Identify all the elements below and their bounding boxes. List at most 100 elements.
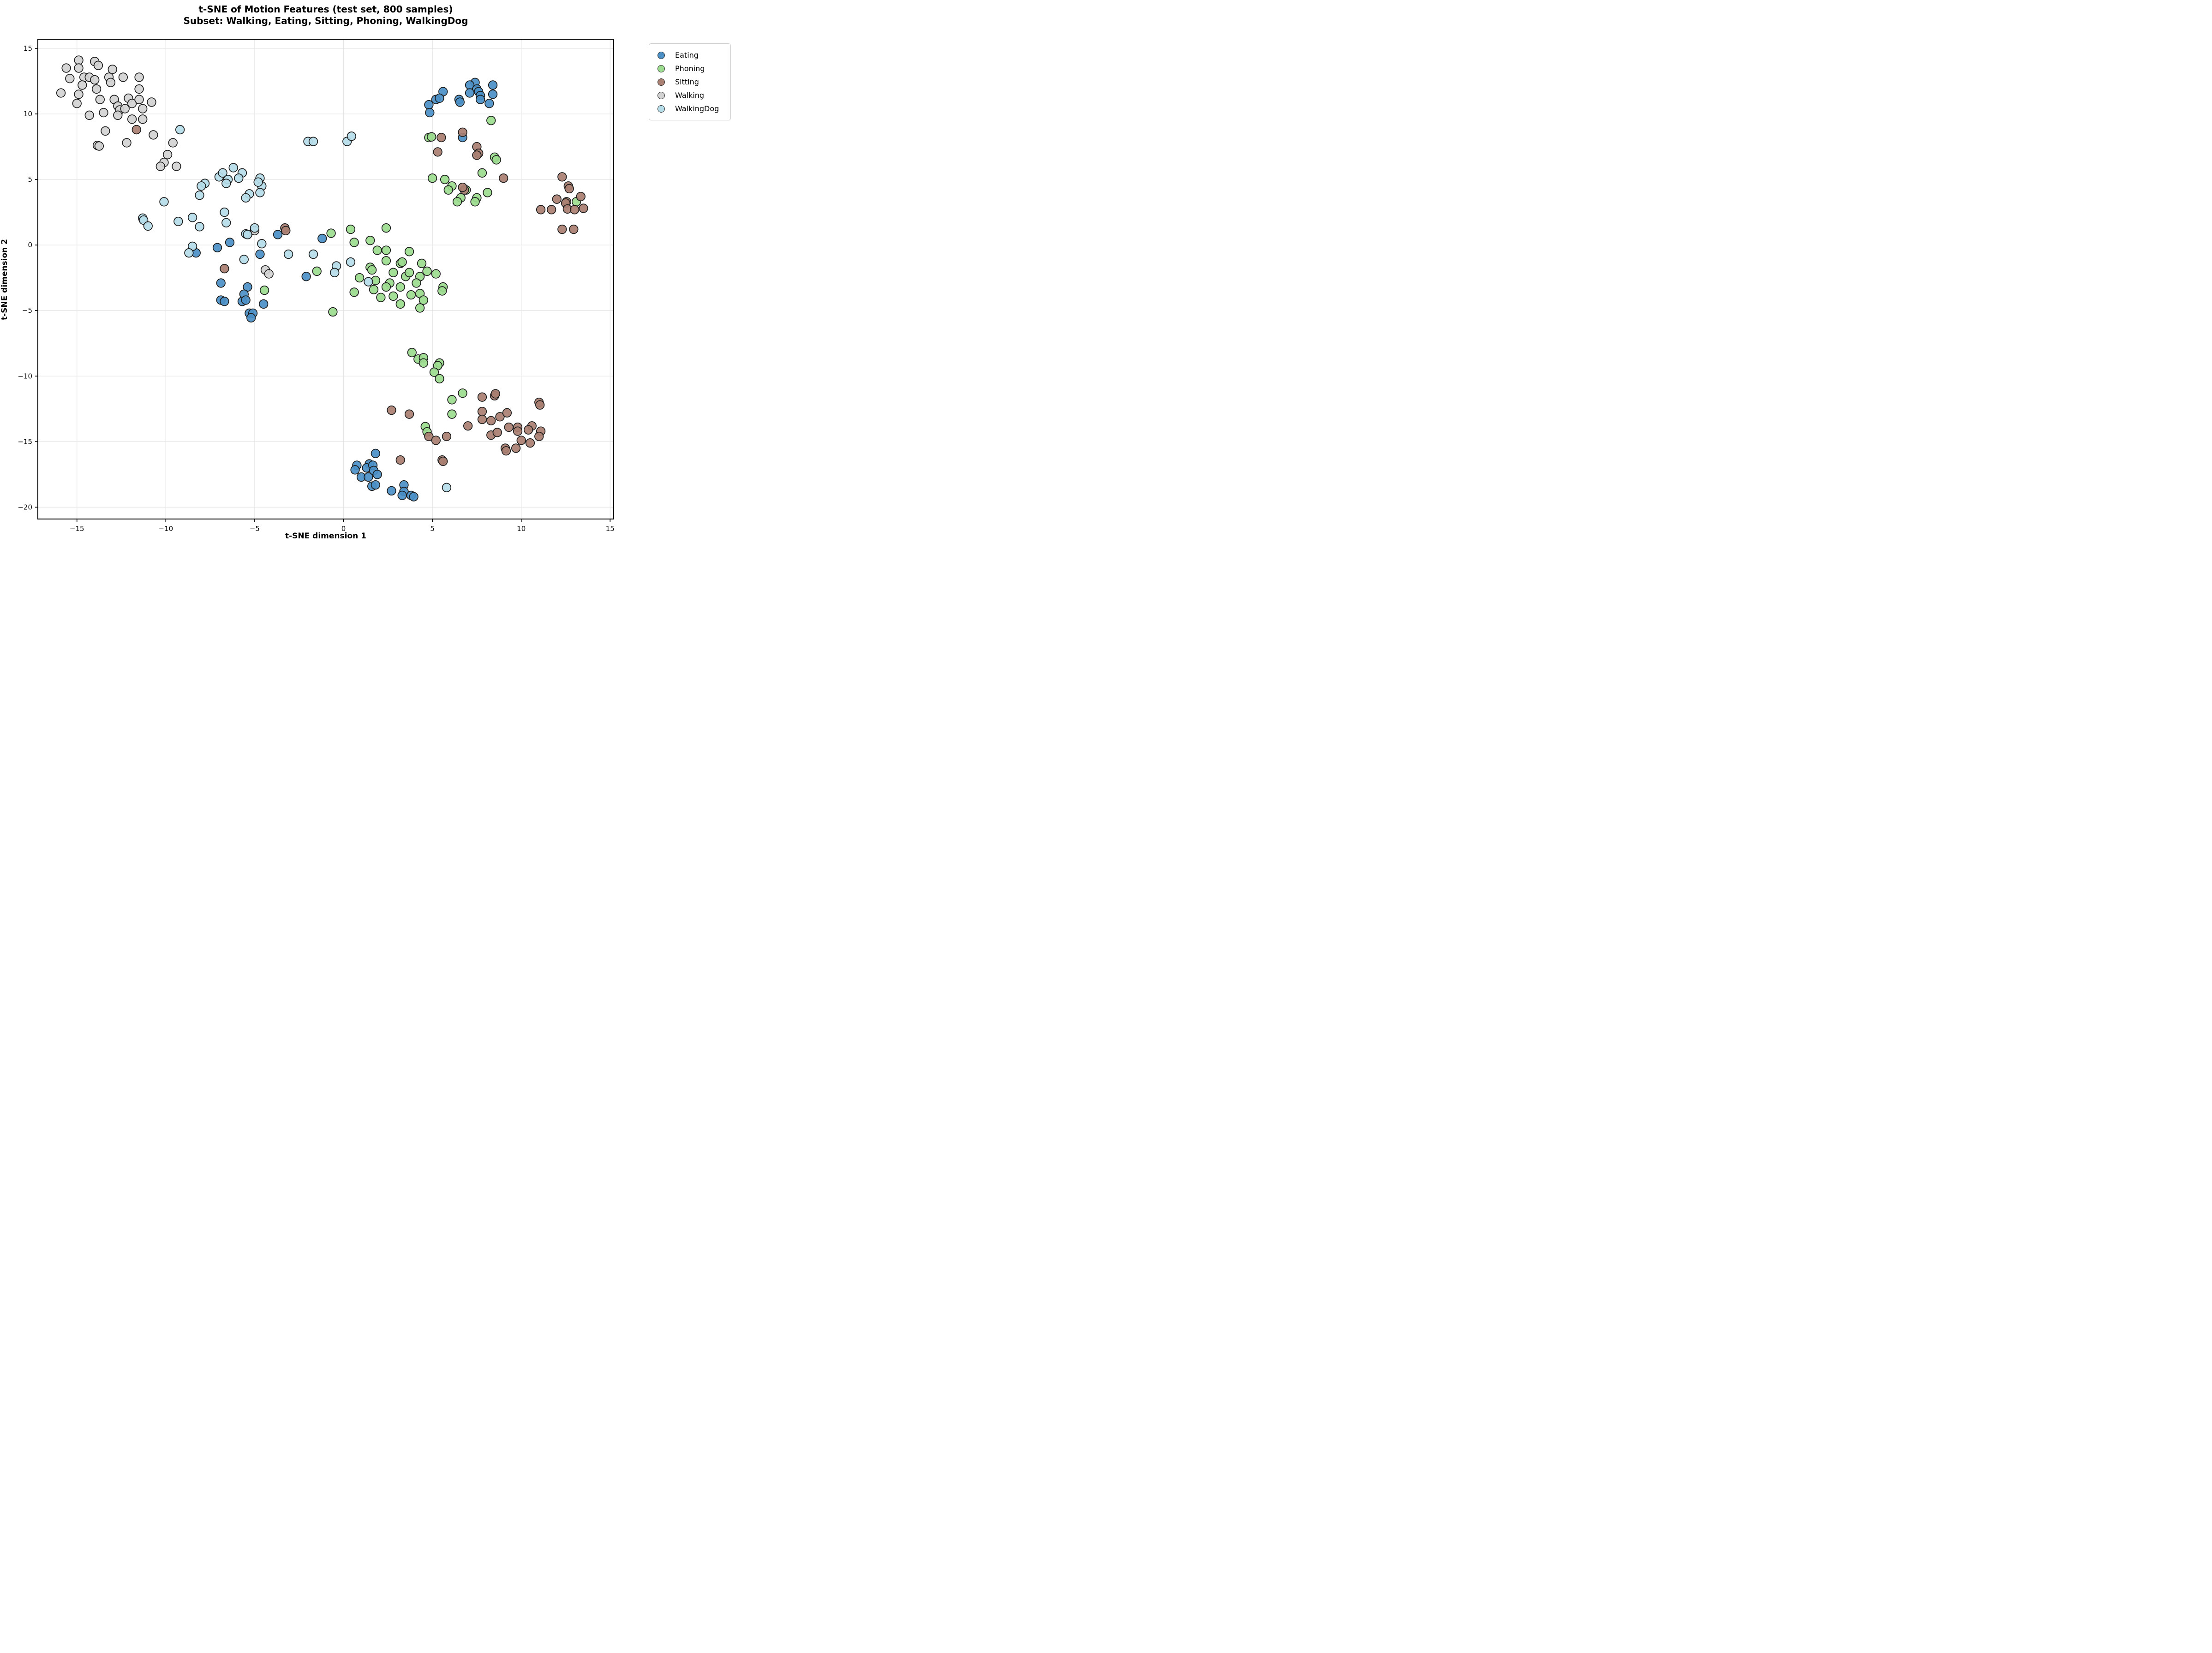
legend-item-walking: Walking (655, 89, 725, 102)
scatter-point-eating (216, 278, 226, 288)
scatter-point-sitting (458, 182, 467, 192)
scatter-point-walkingdog (221, 179, 231, 188)
scatter-point-walking (74, 90, 84, 99)
scatter-point-sitting (564, 184, 574, 194)
x-tick-label: 10 (517, 525, 526, 533)
scatter-point-phoning (395, 282, 405, 292)
scatter-point-phoning (483, 188, 492, 197)
scatter-point-walking (91, 84, 102, 94)
scatter-point-sitting (495, 412, 505, 422)
scatter-point-phoning (470, 197, 480, 207)
scatter-point-sitting (433, 147, 442, 157)
scatter-point-sitting (570, 205, 580, 215)
chart-title-line1: t-SNE of Motion Features (test set, 800 … (198, 4, 453, 15)
scatter-point-eating (475, 95, 485, 104)
scatter-point-walkingdog (308, 137, 318, 146)
scatter-point-walking (168, 138, 178, 148)
scatter-point-walking (118, 72, 128, 82)
scatter-point-phoning (367, 265, 377, 275)
scatter-point-walking (122, 138, 132, 148)
scatter-point-sitting (477, 414, 487, 424)
scatter-point-sitting (579, 203, 588, 213)
y-tick-label: 0 (28, 241, 32, 249)
scatter-point-walkingdog (228, 163, 238, 173)
y-axis-label: t-SNE dimension 2 (0, 239, 9, 321)
scatter-point-phoning (395, 299, 405, 309)
scatter-point-walking (108, 65, 117, 74)
scatter-point-sitting (535, 400, 545, 410)
scatter-point-phoning (440, 174, 450, 185)
legend-marker-icon (658, 78, 665, 86)
scatter-point-sitting (547, 205, 556, 215)
scatter-point-eating (350, 465, 360, 475)
y-tick-label: −15 (18, 437, 32, 446)
x-tick-label: 0 (341, 525, 346, 533)
scatter-point-phoning (349, 287, 359, 297)
scatter-point-phoning (415, 303, 425, 313)
scatter-point-walkingdog (243, 230, 252, 239)
scatter-point-phoning (418, 358, 429, 368)
legend-item-walkingdog: WalkingDog (655, 102, 725, 115)
scatter-point-sitting (404, 409, 414, 419)
scatter-point-walking (74, 55, 84, 65)
scatter-point-phoning (312, 266, 322, 276)
scatter-point-eating (465, 88, 475, 98)
scatter-point-walking (61, 63, 71, 73)
scatter-point-walking (127, 99, 137, 108)
x-tick-label: 15 (606, 525, 615, 533)
scatter-point-phoning (346, 224, 356, 234)
legend-item-eating: Eating (655, 48, 725, 62)
scatter-point-walkingdog (195, 190, 204, 200)
scatter-point-eating (364, 472, 373, 482)
scatter-point-walkingdog (330, 268, 340, 277)
scatter-point-walking (72, 99, 82, 108)
legend-marker-icon (658, 65, 665, 72)
scatter-point-phoning (417, 258, 427, 269)
scatter-point-sitting (395, 455, 405, 465)
scatter-point-sitting (504, 422, 514, 432)
scatter-point-eating (371, 448, 381, 459)
scatter-point-sitting (525, 438, 535, 448)
scatter-point-eating (455, 97, 465, 107)
scatter-point-sitting (436, 132, 446, 143)
scatter-point-phoning (407, 347, 417, 358)
scatter-point-walking (94, 141, 104, 151)
scatter-point-sitting (132, 125, 141, 135)
scatter-point-walking (93, 60, 103, 70)
scatter-point-walking (172, 161, 181, 171)
scatter-point-phoning (427, 173, 437, 183)
y-tick-label: 10 (24, 110, 32, 118)
x-tick-label: −15 (70, 525, 84, 533)
scatter-point-eating (488, 80, 498, 90)
scatter-point-phoning (443, 185, 453, 195)
scatter-point-sitting (502, 408, 512, 418)
scatter-point-walking (95, 95, 105, 104)
scatter-point-walking (106, 78, 116, 87)
scatter-point-eating (425, 107, 435, 118)
scatter-point-sitting (477, 406, 487, 417)
scatter-point-eating (397, 490, 407, 501)
legend-marker-icon (658, 91, 665, 99)
scatter-point-walking (65, 74, 75, 84)
scatter-point-phoning (381, 256, 391, 266)
scatter-point-phoning (369, 285, 379, 294)
x-tick-label: 5 (430, 525, 435, 533)
legend-item-phoning: Phoning (655, 62, 725, 75)
legend-label: Sitting (675, 78, 699, 86)
scatter-point-walkingdog (143, 221, 153, 231)
scatter-point-phoning (349, 238, 359, 247)
scatter-point-eating (225, 238, 235, 247)
scatter-point-eating (424, 100, 434, 110)
legend-label: Phoning (675, 64, 705, 73)
scatter-point-walking (163, 149, 173, 160)
scatter-point-walkingdog (283, 249, 293, 259)
scatter-point-sitting (557, 172, 567, 182)
scatter-point-walkingdog (364, 277, 373, 286)
scatter-point-phoning (326, 228, 336, 238)
scatter-point-phoning (376, 292, 386, 302)
scatter-point-walking (74, 63, 84, 73)
scatter-point-eating (409, 492, 418, 501)
scatter-point-phoning (437, 286, 447, 296)
scatter-point-eating (241, 295, 251, 305)
scatter-point-walking (78, 80, 87, 90)
